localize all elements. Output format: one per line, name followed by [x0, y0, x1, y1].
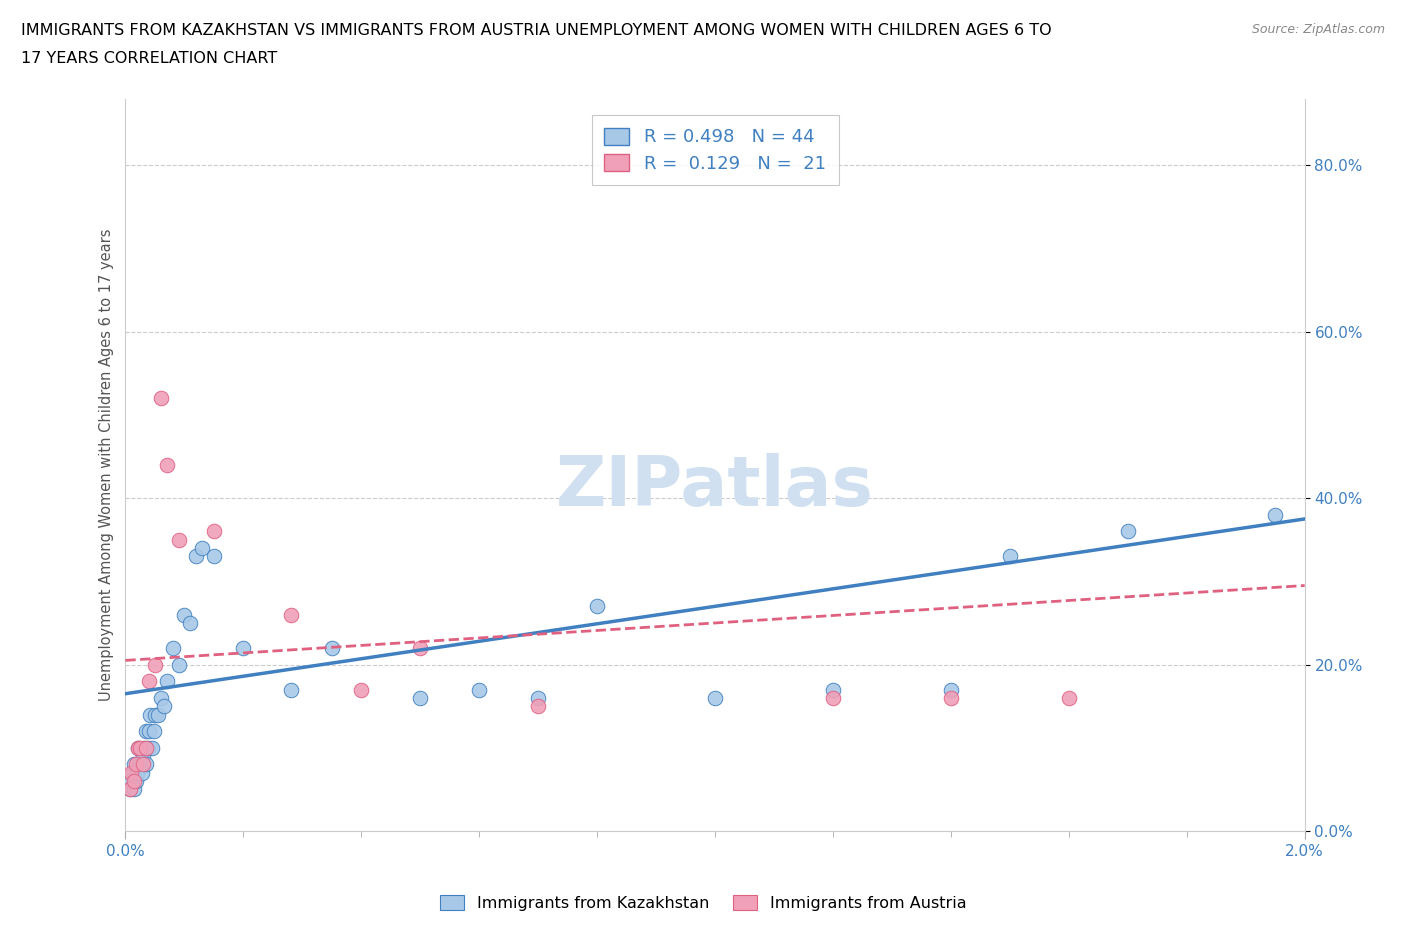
Point — [191, 540, 214, 555]
Point — [146, 707, 169, 722]
Point — [135, 724, 157, 738]
Point — [124, 774, 146, 789]
Point — [125, 774, 148, 789]
Point — [939, 690, 962, 705]
Point — [129, 740, 152, 755]
Point — [179, 616, 201, 631]
Point — [232, 641, 254, 656]
Text: 17 YEARS CORRELATION CHART: 17 YEARS CORRELATION CHART — [21, 51, 277, 66]
Point — [127, 740, 149, 755]
Point — [121, 765, 143, 780]
Point — [202, 549, 225, 564]
Point — [120, 782, 142, 797]
Point — [135, 757, 157, 772]
Point — [1057, 690, 1080, 705]
Point — [280, 607, 302, 622]
Point — [120, 782, 142, 797]
Text: ZIPatlas: ZIPatlas — [557, 453, 875, 520]
Legend: R = 0.498   N = 44, R =  0.129   N =  21: R = 0.498 N = 44, R = 0.129 N = 21 — [592, 115, 838, 185]
Point — [142, 724, 165, 738]
Point — [939, 682, 962, 697]
Point — [280, 682, 302, 697]
Point — [527, 690, 550, 705]
Point — [120, 774, 142, 789]
Point — [134, 740, 156, 755]
Point — [143, 658, 166, 672]
Point — [1116, 524, 1139, 538]
Point — [132, 749, 155, 764]
Point — [139, 707, 162, 722]
Point — [186, 549, 208, 564]
Point — [704, 690, 727, 705]
Point — [138, 724, 160, 738]
Legend: Immigrants from Kazakhstan, Immigrants from Austria: Immigrants from Kazakhstan, Immigrants f… — [433, 888, 973, 917]
Point — [124, 757, 146, 772]
Point — [409, 690, 432, 705]
Point — [136, 740, 159, 755]
Text: Source: ZipAtlas.com: Source: ZipAtlas.com — [1251, 23, 1385, 36]
Y-axis label: Unemployment Among Women with Children Ages 6 to 17 years: Unemployment Among Women with Children A… — [100, 229, 114, 701]
Point — [1264, 508, 1286, 523]
Point — [173, 607, 195, 622]
Point — [821, 690, 844, 705]
Point — [998, 549, 1021, 564]
Point — [124, 782, 146, 797]
Point — [821, 682, 844, 697]
Point — [152, 698, 174, 713]
Point — [143, 707, 166, 722]
Point — [321, 641, 343, 656]
Point — [125, 757, 148, 772]
Point — [202, 524, 225, 538]
Point — [120, 765, 142, 780]
Point — [131, 765, 153, 780]
Point — [132, 757, 155, 772]
Point — [149, 391, 172, 405]
Point — [586, 599, 609, 614]
Point — [129, 757, 152, 772]
Point — [156, 458, 179, 472]
Point — [162, 641, 184, 656]
Point — [141, 740, 163, 755]
Point — [527, 698, 550, 713]
Point — [127, 765, 149, 780]
Point — [135, 740, 157, 755]
Point — [167, 658, 190, 672]
Point — [156, 673, 179, 688]
Point — [167, 532, 190, 547]
Point — [138, 673, 160, 688]
Point — [409, 641, 432, 656]
Point — [468, 682, 491, 697]
Text: IMMIGRANTS FROM KAZAKHSTAN VS IMMIGRANTS FROM AUSTRIA UNEMPLOYMENT AMONG WOMEN W: IMMIGRANTS FROM KAZAKHSTAN VS IMMIGRANTS… — [21, 23, 1052, 38]
Point — [149, 690, 172, 705]
Point — [127, 740, 149, 755]
Point — [350, 682, 373, 697]
